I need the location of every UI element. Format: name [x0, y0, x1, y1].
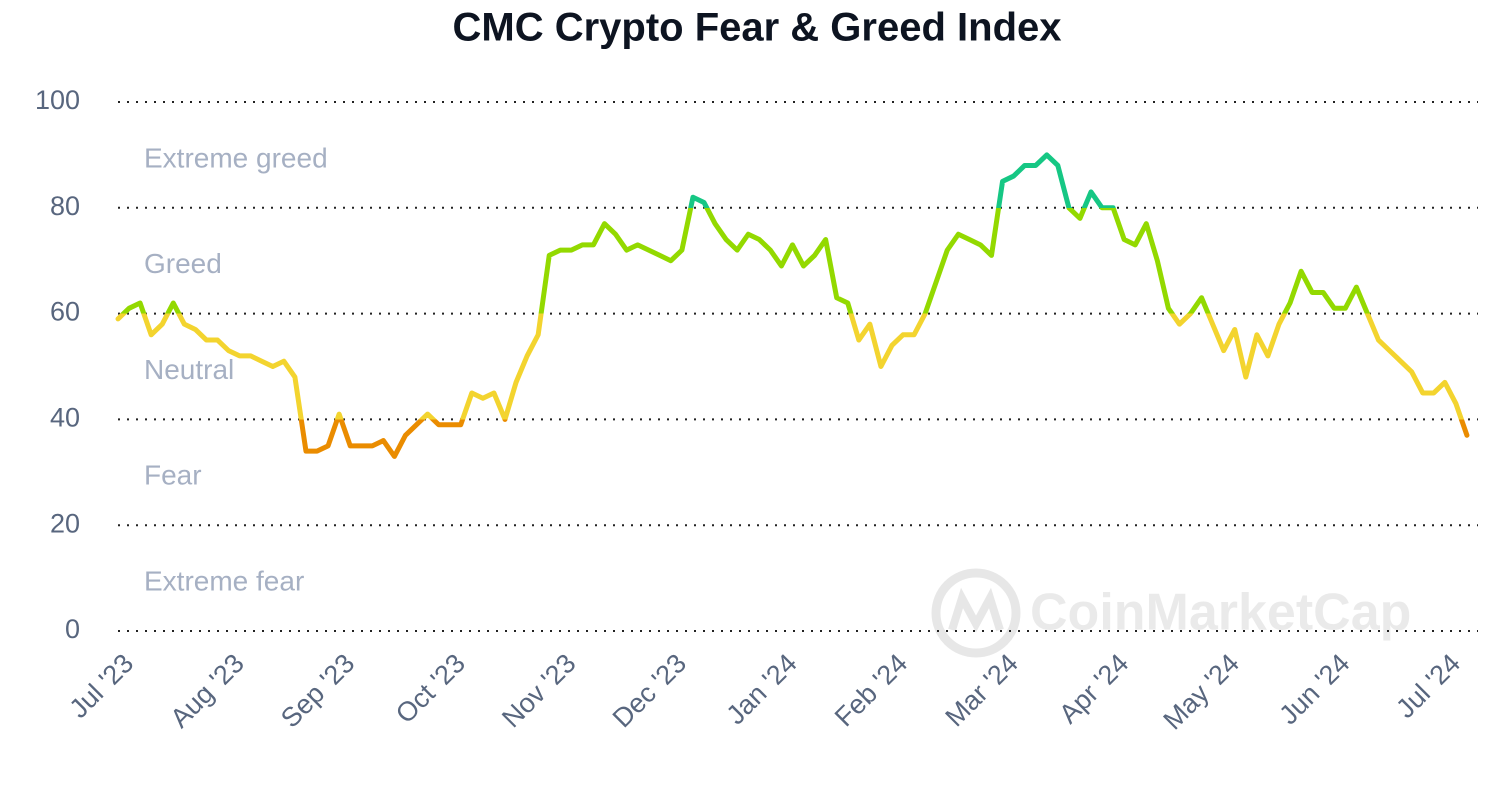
zone-label: Extreme fear: [144, 565, 304, 596]
x-tick-label: Aug '23: [164, 648, 249, 733]
watermark: CoinMarketCap: [1030, 584, 1411, 642]
zone-label: Extreme greed: [144, 142, 328, 173]
x-tick-label: Jul '24: [1390, 648, 1466, 724]
y-tick-label: 40: [50, 403, 80, 433]
y-tick-label: 60: [50, 297, 80, 327]
x-tick-label: Jul '23: [63, 648, 139, 724]
x-tick-label: Jun '24: [1273, 648, 1355, 730]
index-line: [115, 152, 1470, 459]
y-tick-label: 0: [65, 614, 80, 644]
x-tick-label: May '24: [1158, 648, 1245, 735]
x-tick-label: Oct '23: [390, 648, 471, 729]
zone-label: Fear: [144, 460, 202, 491]
x-tick-label: Nov '23: [496, 648, 581, 733]
x-tick-label: Apr '24: [1053, 648, 1134, 729]
x-tick-label: Mar '24: [940, 648, 1024, 732]
x-tick-label: Feb '24: [829, 648, 913, 732]
watermark-logo: [931, 568, 1021, 658]
x-tick-label: Sep '23: [275, 648, 360, 733]
y-tick-label: 20: [50, 508, 80, 538]
y-tick-label: 100: [35, 85, 80, 115]
x-tick-label: Dec '23: [607, 648, 692, 733]
zone-label: Neutral: [144, 354, 234, 385]
x-tick-label: Jan '24: [721, 648, 803, 730]
chart-title: CMC Crypto Fear & Greed Index: [452, 6, 1061, 50]
y-tick-label: 80: [50, 191, 80, 221]
zone-label: Greed: [144, 248, 222, 279]
